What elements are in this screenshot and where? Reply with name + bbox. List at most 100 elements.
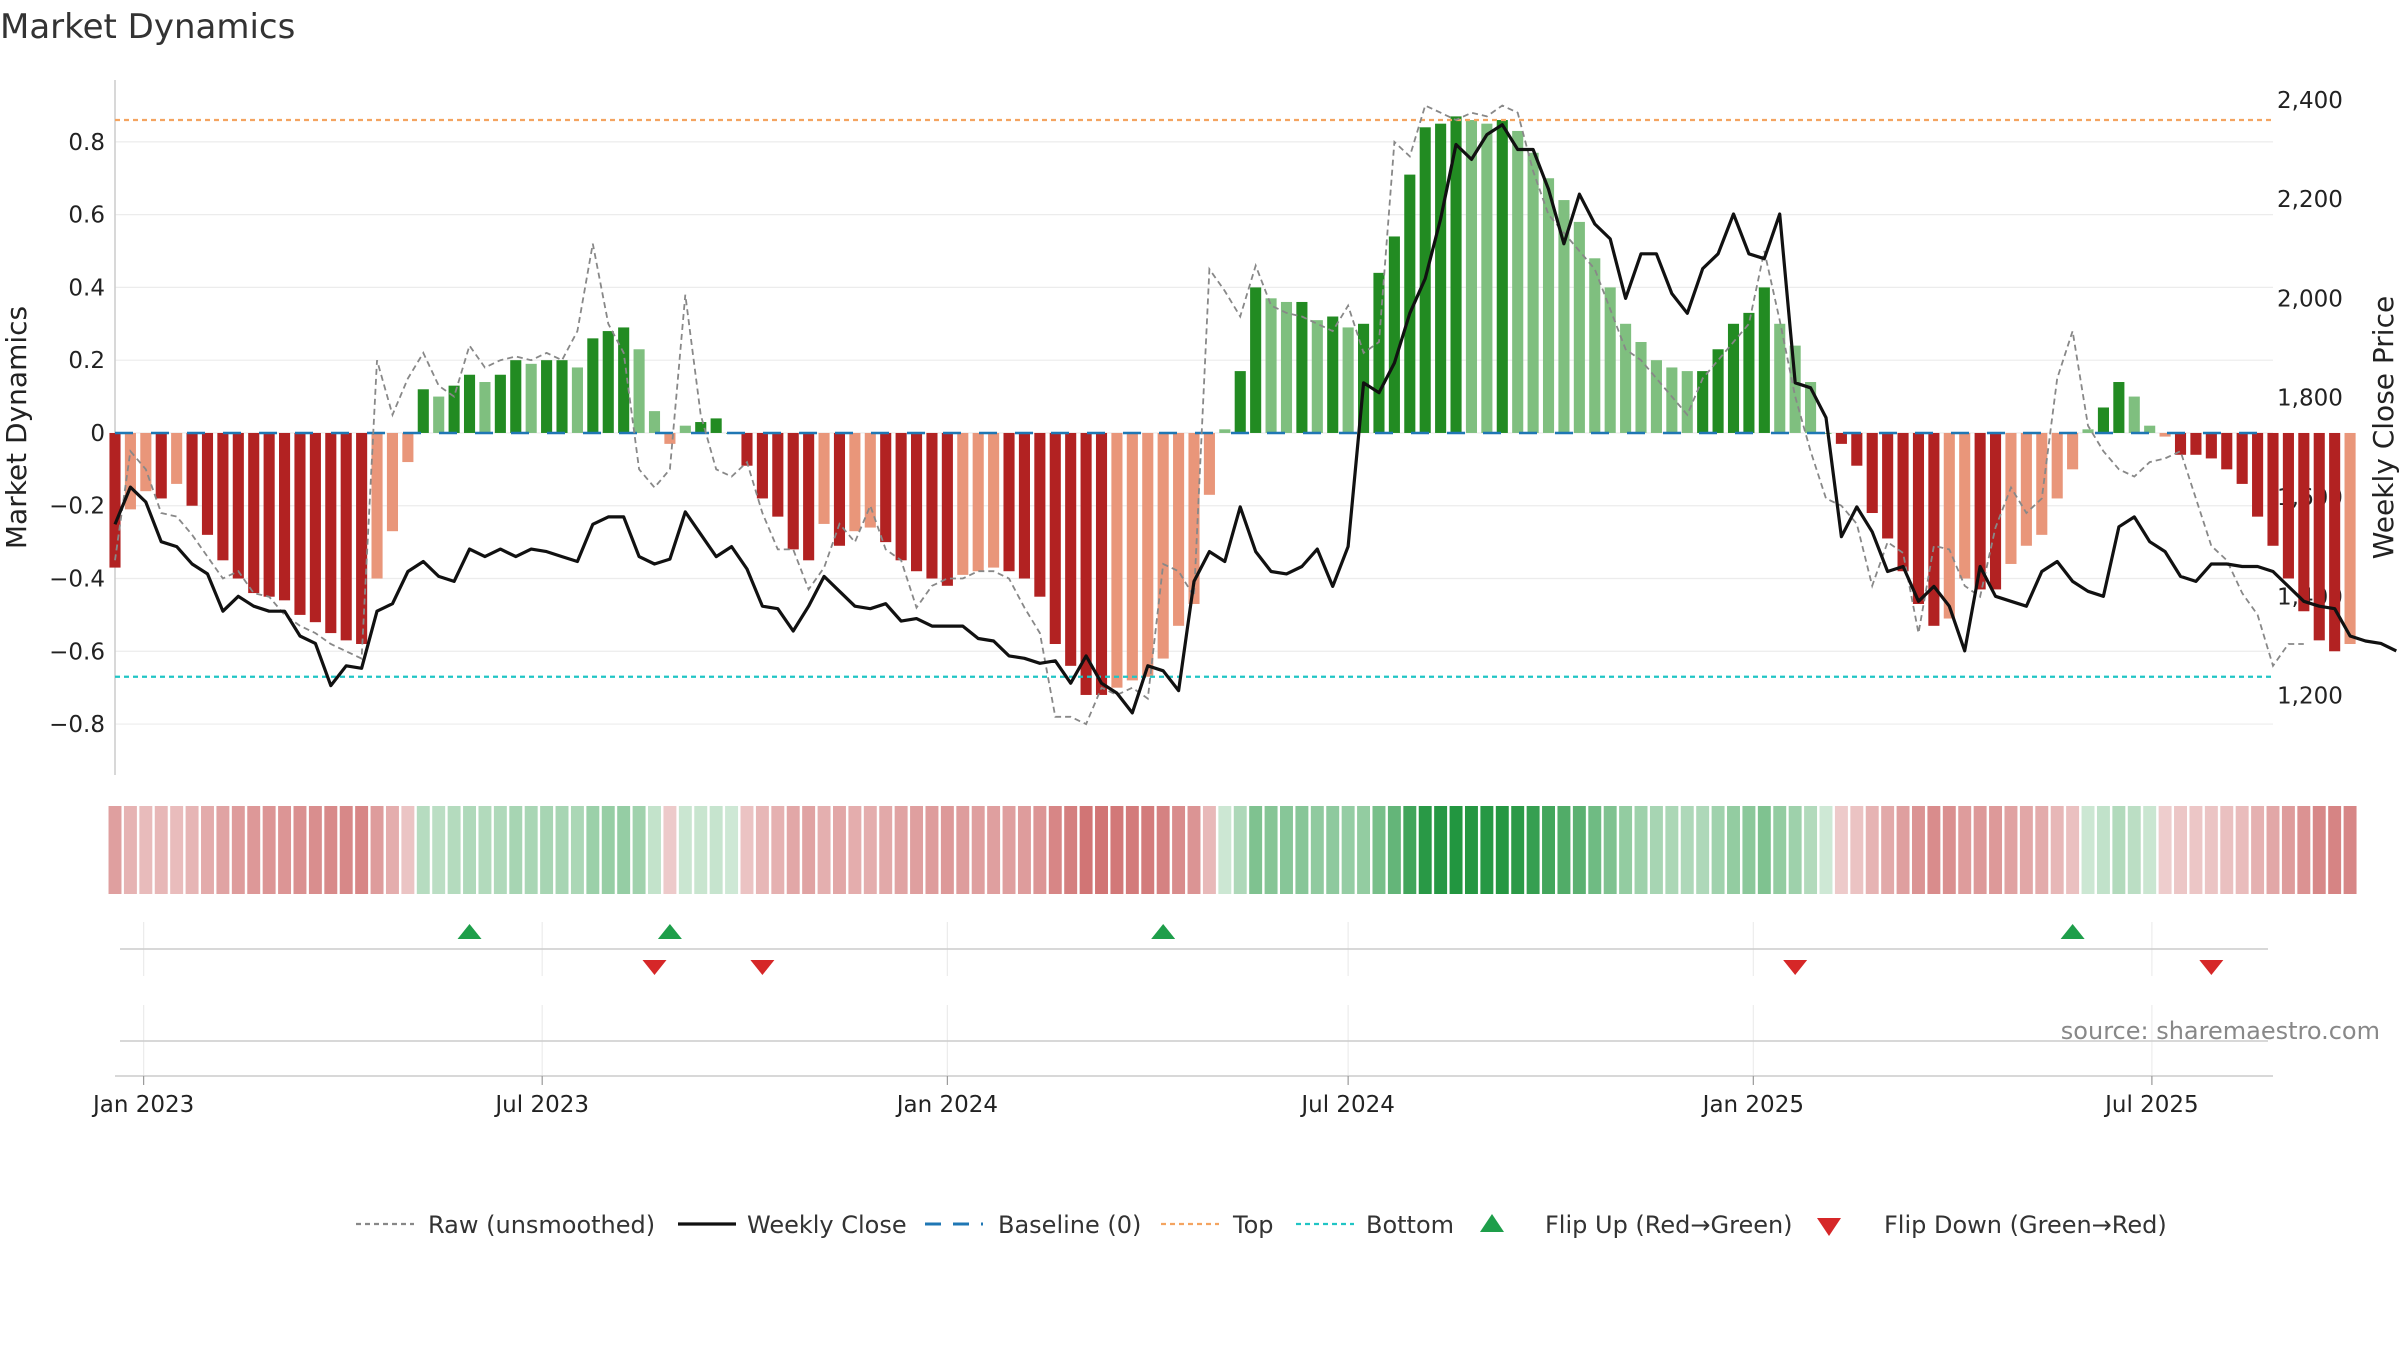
trend-strip-cell: [447, 806, 461, 894]
trend-strip-cell: [1048, 806, 1062, 894]
trend-strip-cell: [2158, 806, 2172, 894]
dynamics-bar: [1928, 432, 1940, 626]
dynamics-bar: [1573, 221, 1585, 433]
y-tick-label: 0.6: [68, 203, 105, 229]
dynamics-bar: [124, 432, 136, 510]
y2-tick-label: 2,000: [2277, 286, 2343, 312]
trend-strip-cell: [971, 806, 985, 894]
trend-strip-cell: [1881, 806, 1895, 894]
dynamics-bar: [2113, 382, 2125, 433]
dynamics-bar: [356, 432, 368, 645]
trend-strip-cell: [1187, 806, 1201, 894]
trend-strip-cell: [1218, 806, 1232, 894]
flip-up-marker: [1151, 924, 1176, 939]
trend-strip-cell: [324, 806, 338, 894]
trend-strip-cell: [863, 806, 877, 894]
trend-strip-cell: [2127, 806, 2141, 894]
trend-strip-cell: [432, 806, 446, 894]
dynamics-bar: [1003, 432, 1015, 572]
trend-strip-cell: [293, 806, 307, 894]
dynamics-bar: [1805, 382, 1817, 433]
trend-strip-cell: [586, 806, 600, 894]
trend-strip-cell: [1665, 806, 1679, 894]
trend-strip-cell: [139, 806, 153, 894]
dynamics-bar: [1666, 367, 1678, 433]
dynamics-bar: [957, 432, 969, 575]
dynamics-bar: [1219, 429, 1231, 433]
trend-strip-cell: [1064, 806, 1078, 894]
dynamics-bar: [1542, 178, 1555, 433]
trend-strip-cell: [108, 806, 122, 894]
trend-strip-cell: [894, 806, 908, 894]
trend-strip-cell: [740, 806, 754, 894]
dynamics-bar: [2128, 396, 2140, 433]
trend-strip-cell: [463, 806, 477, 894]
dynamics-bar: [1959, 432, 1971, 579]
legend-swatch-flip-up: [1480, 1214, 1504, 1232]
y-tick-label: 0: [90, 421, 105, 447]
trend-strip-cell: [910, 806, 924, 894]
dynamics-bar: [1604, 287, 1616, 433]
dynamics-bar: [1820, 432, 1832, 434]
trend-strip-cell: [2343, 806, 2357, 894]
dynamics-bar: [2313, 432, 2325, 641]
dynamics-bar: [1758, 287, 1770, 433]
trend-strip-cell: [1357, 806, 1371, 894]
x-tick-label: Jan 2024: [895, 1092, 998, 1118]
dynamics-bar: [479, 382, 491, 433]
trend-strip-cell: [832, 806, 846, 894]
dynamics-bar: [2036, 432, 2048, 535]
dynamics-bar: [448, 385, 460, 433]
trend-strip-cell: [1989, 806, 2003, 894]
dynamics-bar: [1311, 320, 1323, 433]
dynamics-bar: [1342, 327, 1354, 433]
trend-strip-cell: [1464, 806, 1478, 894]
dynamics-bar: [1080, 432, 1092, 695]
dynamics-bar: [2020, 432, 2032, 546]
trend-strip-cell: [2050, 806, 2064, 894]
trend-strip-cell: [1141, 806, 1155, 894]
chart-title: Market Dynamics: [0, 7, 295, 47]
dynamics-bar: [1018, 432, 1030, 579]
dynamics-bar: [2329, 432, 2341, 652]
dynamics-bar: [510, 360, 522, 433]
dynamics-bar: [371, 432, 383, 579]
dynamics-bar: [756, 432, 768, 499]
trend-strip-cell: [509, 806, 523, 894]
dynamics-bar: [1851, 432, 1863, 466]
trend-strip-cell: [1649, 806, 1663, 894]
dynamics-bar: [140, 432, 152, 492]
trend-strip-cell: [2019, 806, 2033, 894]
dynamics-bar: [1265, 298, 1277, 433]
trend-strip-cell: [1249, 806, 1263, 894]
dynamics-bar: [2144, 425, 2156, 433]
dynamics-bar: [1697, 371, 1709, 433]
trend-strip-cell: [1125, 806, 1139, 894]
trend-strip-cell: [416, 806, 430, 894]
trend-strip-cell: [1603, 806, 1617, 894]
trend-strip-cell: [339, 806, 353, 894]
trend-strip-cell: [2189, 806, 2203, 894]
trend-strip-cell: [1788, 806, 1802, 894]
x-axis: Jan 2023 Jul 2023 Jan 2024 Jul 2024 Jan 2025…: [91, 1075, 2273, 1118]
dynamics-bar: [633, 349, 645, 433]
dynamics-bar: [1527, 152, 1539, 433]
trend-strip-cell: [925, 806, 939, 894]
trend-strip-cell: [385, 806, 399, 894]
x-tick-label: Jul 2023: [493, 1092, 589, 1118]
trend-strip-cell: [2251, 806, 2265, 894]
trend-strip-cell: [2066, 806, 2080, 894]
trend-strip-cell: [1696, 806, 1710, 894]
trend-strip-cell: [1927, 806, 1941, 894]
trend-strip-cell: [1280, 806, 1293, 894]
dynamics-bar: [772, 432, 784, 517]
dynamics-bar: [602, 331, 614, 433]
trend-strip-cell: [1619, 806, 1633, 894]
dynamics-bar: [1188, 432, 1200, 604]
trend-strip-cell: [1958, 806, 1972, 894]
dynamics-bar: [1126, 432, 1138, 681]
dynamics-bar: [1404, 174, 1416, 433]
dynamics-bar: [1065, 432, 1077, 666]
dynamics-bar: [325, 432, 337, 634]
dynamics-bar: [741, 432, 753, 466]
